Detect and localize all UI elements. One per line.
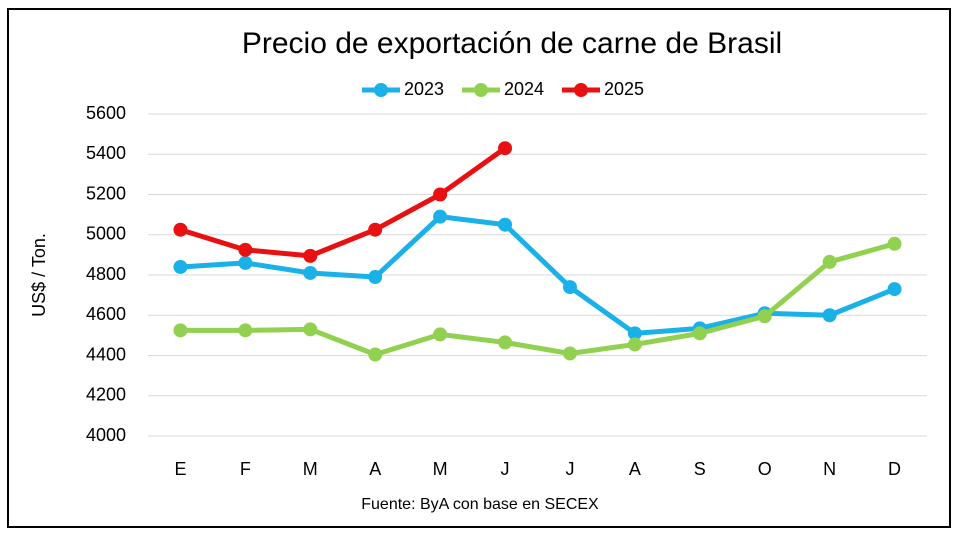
data-point [303,248,318,263]
data-point [368,222,383,237]
data-point [173,323,188,338]
data-point [238,323,253,338]
data-point [887,282,902,297]
legend-marker [474,83,488,97]
data-point [822,308,837,323]
y-tick-label: 4000 [86,425,126,445]
data-point [498,335,513,350]
y-tick-label: 4800 [86,264,126,284]
x-tick-label: M [433,459,448,479]
legend-marker [374,83,388,97]
data-point [627,337,642,352]
y-tick-label: 5600 [86,103,126,123]
x-tick-label: S [694,459,706,479]
legend-label: 2023 [404,79,444,99]
legend-marker [574,83,588,97]
x-tick-label: A [369,459,381,479]
data-point [562,280,577,295]
x-tick-label: J [501,459,510,479]
legend-label: 2024 [504,79,544,99]
data-point [498,217,513,232]
data-point [822,254,837,269]
data-point [692,326,707,341]
series-line [180,241,896,357]
data-point [627,326,642,341]
y-tick-label: 4400 [86,344,126,364]
data-point [368,270,383,285]
data-point [498,141,513,156]
y-axis-label: US$ / Ton. [29,233,49,317]
data-point [303,265,318,280]
x-tick-label: O [758,459,772,479]
y-tick-label: 4200 [86,385,126,405]
data-point [173,222,188,237]
x-tick-label: J [565,459,574,479]
x-tick-label: F [240,459,251,479]
data-point [757,309,772,324]
data-point [433,327,448,342]
series-line [179,146,507,259]
x-tick-label: M [303,459,318,479]
y-tick-label: 5400 [86,143,126,163]
data-point [368,347,383,362]
data-point [562,346,577,361]
data-point [887,236,902,251]
y-tick-label: 5200 [86,183,126,203]
source-note: Fuente: ByA con base en SECEX [361,496,599,513]
chart-title: Precio de exportación de carne de Brasil [242,27,782,60]
data-point [173,259,188,274]
data-point [238,242,253,257]
data-point [433,209,448,224]
y-tick-label: 4600 [86,304,126,324]
data-point [433,187,448,202]
legend-label: 2025 [604,79,644,99]
data-point [238,255,253,270]
series-line [180,214,896,336]
x-tick-label: A [629,459,641,479]
x-tick-label: E [174,459,186,479]
x-tick-label: D [888,459,901,479]
y-tick-label: 5000 [86,224,126,244]
data-point [303,322,318,337]
x-tick-label: N [823,459,836,479]
